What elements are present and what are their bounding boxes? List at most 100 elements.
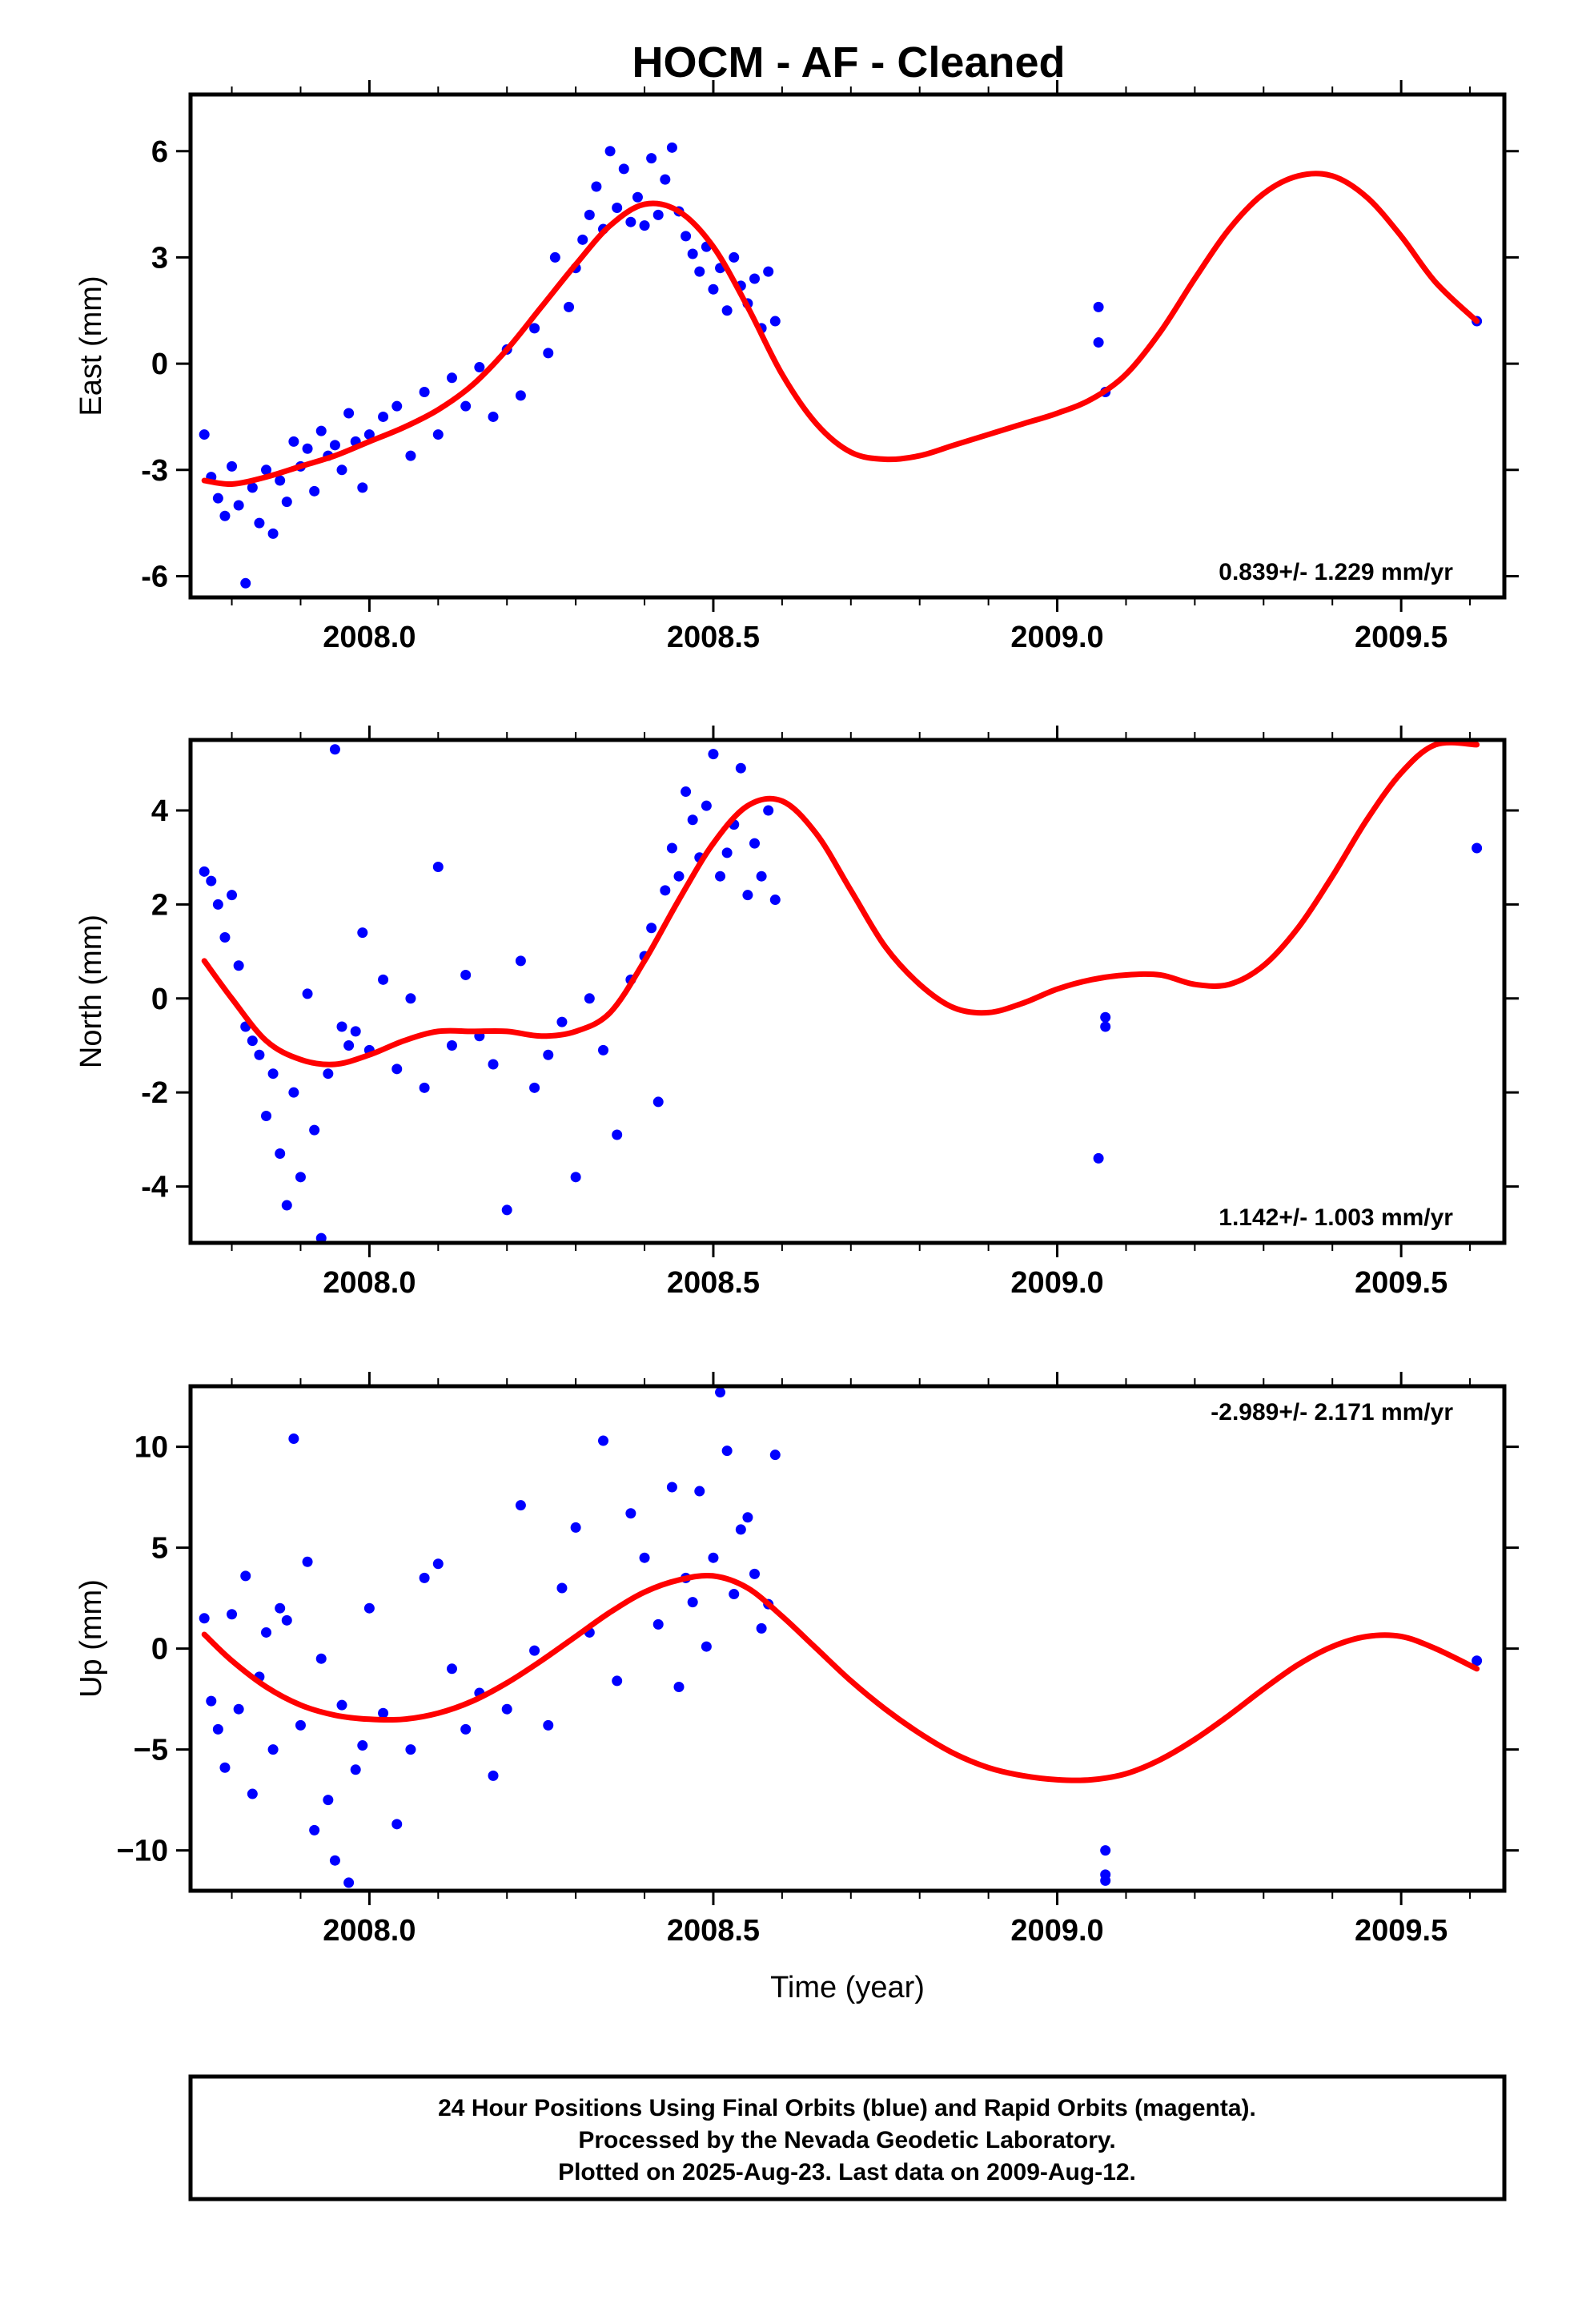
north-data-point	[763, 805, 774, 816]
up-data-point	[701, 1641, 712, 1652]
up-data-point	[715, 1387, 726, 1398]
north-data-point	[742, 890, 753, 901]
east-x-tick-label: 2008.5	[667, 621, 760, 654]
north-data-point	[646, 923, 657, 934]
north-rate-label: 1.142+/- 1.003 mm/yr	[1219, 1204, 1453, 1231]
east-data-point	[247, 482, 258, 493]
east-data-point	[281, 497, 292, 508]
up-data-point	[1100, 1845, 1111, 1856]
up-data-point	[597, 1435, 608, 1446]
east-x-tick-label: 2009.0	[1010, 621, 1103, 654]
up-rate-label: -2.989+/- 2.171 mm/yr	[1211, 1399, 1453, 1425]
north-data-point	[329, 744, 340, 755]
east-data-point	[591, 181, 602, 192]
north-y-tick-label: -2	[141, 1076, 168, 1110]
up-data-point	[378, 1707, 389, 1719]
north-data-point	[666, 842, 677, 854]
east-data-point	[646, 153, 657, 164]
up-data-point	[261, 1626, 272, 1638]
north-data-point	[206, 875, 217, 887]
north-y-axis-label: North (mm)	[74, 915, 108, 1068]
north-data-point	[199, 866, 210, 877]
up-data-point	[529, 1645, 540, 1656]
up-data-point	[323, 1795, 334, 1806]
north-data-point	[391, 1063, 403, 1075]
east-data-point	[769, 316, 781, 327]
east-y-tick-label: 6	[151, 135, 168, 169]
north-data-point	[681, 786, 692, 798]
east-data-point	[632, 191, 643, 203]
up-data-point	[515, 1500, 526, 1511]
north-data-point	[261, 1111, 272, 1122]
up-data-point	[639, 1552, 650, 1563]
up-data-point	[432, 1558, 444, 1570]
north-y-tick-label: -4	[141, 1171, 168, 1204]
up-x-tick-label: 2009.5	[1355, 1914, 1447, 1948]
north-data-point	[295, 1172, 306, 1183]
north-data-point	[570, 1172, 581, 1183]
north-data-point	[556, 1016, 568, 1027]
east-fit-line	[201, 171, 1480, 488]
up-data-point	[721, 1445, 733, 1457]
up-data-point	[488, 1770, 499, 1781]
up-data-point	[288, 1433, 299, 1445]
up-data-point	[219, 1762, 231, 1773]
north-data-point	[267, 1068, 279, 1080]
north-data-point	[315, 1232, 327, 1243]
footer-line-1: 24 Hour Positions Using Final Orbits (bl…	[438, 2095, 1256, 2121]
east-data-point	[1093, 337, 1104, 348]
east-y-tick-label: -3	[141, 454, 168, 488]
north-plot-area	[199, 740, 1483, 1243]
north-data-point	[708, 749, 719, 760]
up-data-point	[295, 1719, 306, 1731]
east-data-point	[515, 390, 526, 401]
north-data-point	[432, 861, 444, 872]
up-data-point	[652, 1618, 664, 1630]
east-data-point	[460, 400, 472, 412]
east-data-point	[749, 273, 761, 284]
up-data-point	[350, 1764, 361, 1775]
east-data-point	[564, 301, 575, 312]
east-data-point	[302, 443, 313, 454]
north-axes-frame	[188, 738, 1507, 1245]
north-data-point	[1100, 1011, 1111, 1023]
east-data-point	[625, 216, 636, 227]
east-y-tick-label: 0	[151, 348, 168, 381]
panel-north: 2008.0 2008.5 2009.0 2009.5 -4 -2 0 2 4 1.142+/- …	[74, 726, 1519, 1300]
up-data-point	[267, 1744, 279, 1755]
up-data-point	[405, 1744, 416, 1755]
up-x-tick-label: 2008.5	[667, 1914, 760, 1948]
east-data-point	[446, 372, 457, 384]
up-data-point	[756, 1622, 767, 1634]
north-data-point	[405, 993, 416, 1004]
up-data-point	[233, 1703, 244, 1715]
up-data-point	[729, 1589, 740, 1600]
east-data-point	[604, 146, 616, 157]
up-data-point	[460, 1723, 472, 1735]
north-y-tick-label: 2	[151, 888, 168, 922]
north-data-point	[515, 955, 526, 967]
north-data-point	[247, 1035, 258, 1047]
up-data-point	[212, 1723, 223, 1735]
east-data-point	[639, 220, 650, 231]
east-data-point	[721, 305, 733, 316]
up-data-point	[357, 1740, 368, 1751]
east-data-point	[233, 500, 244, 511]
east-data-point	[240, 577, 251, 589]
east-plot-area	[199, 142, 1483, 589]
up-data-point	[687, 1597, 698, 1608]
up-data-point	[501, 1703, 512, 1715]
east-data-point	[660, 174, 671, 185]
north-data-point	[254, 1049, 265, 1060]
up-data-point	[570, 1522, 581, 1533]
up-data-point	[391, 1819, 403, 1830]
up-data-point	[363, 1602, 375, 1614]
north-data-point	[543, 1049, 554, 1060]
north-x-tick-label: 2009.0	[1010, 1266, 1103, 1300]
east-data-point	[219, 510, 231, 521]
up-data-point	[419, 1572, 430, 1583]
north-data-point	[660, 885, 671, 896]
east-axes-frame	[188, 92, 1507, 600]
up-fit-line	[201, 1572, 1480, 1783]
north-data-point	[219, 932, 231, 943]
